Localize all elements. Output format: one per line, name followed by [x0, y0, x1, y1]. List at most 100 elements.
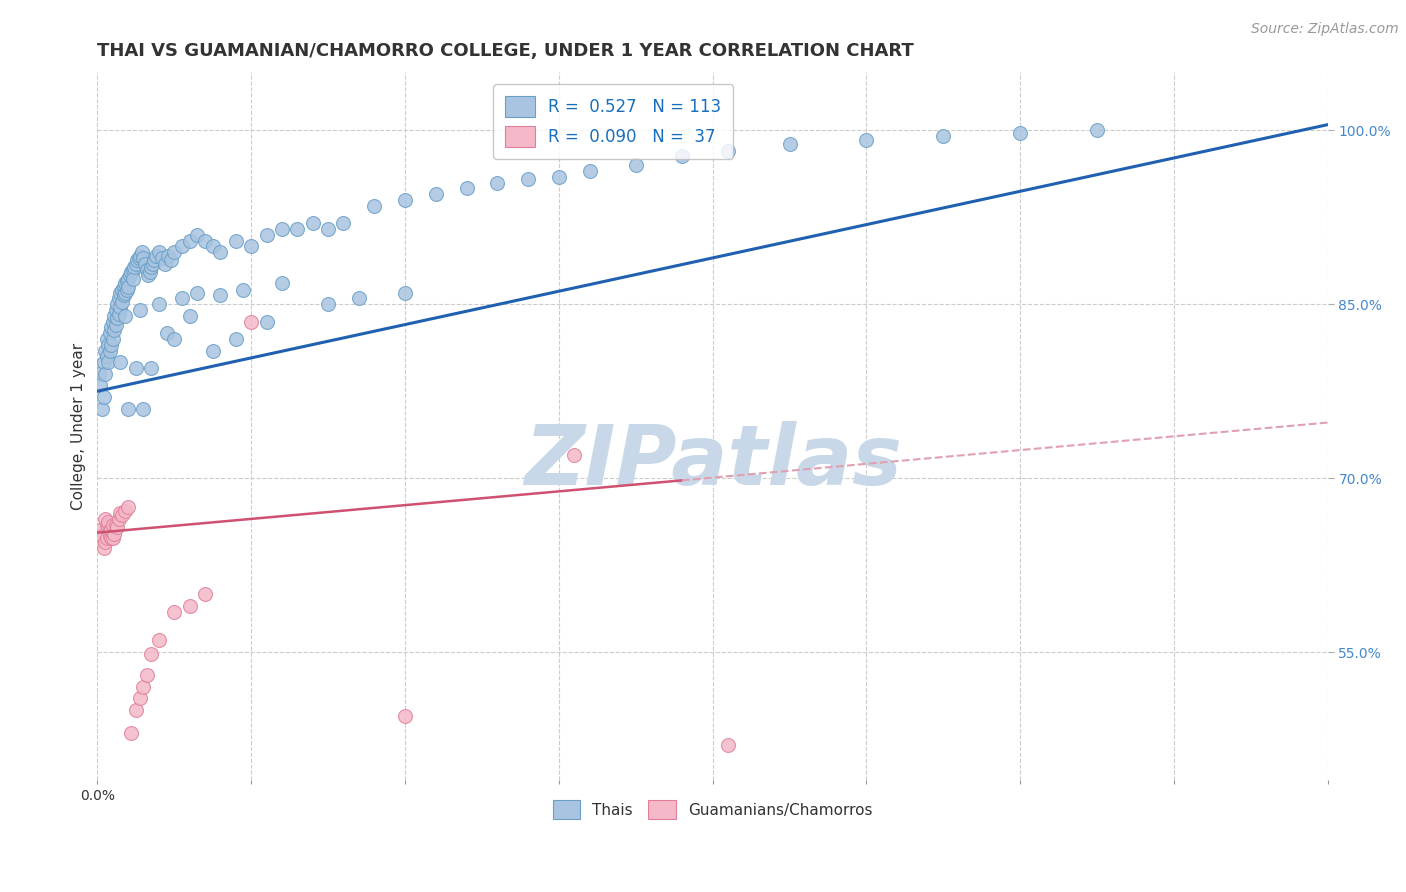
- Point: [316, 222, 339, 236]
- Point: [103, 323, 125, 337]
- Point: [125, 257, 148, 271]
- Point: [111, 284, 134, 298]
- Point: [155, 326, 177, 341]
- Point: [170, 239, 193, 253]
- Point: [93, 390, 115, 404]
- Point: [194, 234, 217, 248]
- Point: [114, 277, 136, 291]
- Point: [394, 285, 416, 300]
- Point: [143, 253, 166, 268]
- Point: [624, 158, 647, 172]
- Point: [170, 292, 193, 306]
- Text: ZIPatlas: ZIPatlas: [523, 421, 901, 502]
- Point: [96, 532, 118, 546]
- Point: [138, 265, 160, 279]
- Point: [201, 343, 224, 358]
- Point: [87, 367, 110, 381]
- Point: [98, 326, 121, 341]
- Point: [209, 245, 232, 260]
- Point: [104, 318, 127, 333]
- Point: [112, 288, 135, 302]
- Point: [115, 284, 138, 298]
- Point: [100, 532, 122, 546]
- Point: [209, 288, 232, 302]
- Point: [118, 268, 141, 283]
- Point: [98, 529, 121, 543]
- Point: [285, 222, 308, 236]
- Point: [114, 503, 136, 517]
- Point: [103, 526, 125, 541]
- Point: [160, 253, 183, 268]
- Point: [100, 338, 122, 352]
- Point: [779, 137, 801, 152]
- Point: [132, 680, 155, 694]
- Point: [91, 401, 114, 416]
- Point: [93, 355, 115, 369]
- Point: [114, 285, 136, 300]
- Point: [486, 176, 509, 190]
- Point: [103, 309, 125, 323]
- Point: [105, 297, 128, 311]
- Point: [363, 199, 385, 213]
- Point: [141, 260, 163, 275]
- Point: [120, 726, 142, 740]
- Point: [117, 500, 139, 515]
- Point: [111, 508, 134, 523]
- Point: [179, 234, 201, 248]
- Point: [141, 361, 163, 376]
- Point: [232, 284, 254, 298]
- Point: [110, 506, 132, 520]
- Point: [94, 535, 117, 549]
- Point: [104, 303, 127, 318]
- Point: [717, 145, 740, 159]
- Point: [93, 541, 115, 555]
- Text: Source: ZipAtlas.com: Source: ZipAtlas.com: [1251, 22, 1399, 37]
- Point: [114, 309, 136, 323]
- Point: [97, 355, 120, 369]
- Point: [271, 277, 294, 291]
- Point: [112, 280, 135, 294]
- Point: [97, 338, 120, 352]
- Point: [105, 311, 128, 326]
- Point: [97, 515, 120, 529]
- Point: [94, 367, 117, 381]
- Point: [132, 251, 155, 265]
- Point: [104, 517, 127, 532]
- Point: [101, 332, 124, 346]
- Point: [517, 172, 540, 186]
- Point: [105, 520, 128, 534]
- Point: [932, 129, 955, 144]
- Point: [110, 285, 132, 300]
- Point: [163, 332, 186, 346]
- Point: [256, 315, 278, 329]
- Point: [225, 332, 247, 346]
- Point: [717, 738, 740, 752]
- Point: [150, 251, 173, 265]
- Point: [148, 633, 170, 648]
- Point: [179, 309, 201, 323]
- Point: [148, 297, 170, 311]
- Point: [271, 222, 294, 236]
- Point: [225, 234, 247, 248]
- Point: [117, 401, 139, 416]
- Point: [163, 245, 186, 260]
- Point: [135, 262, 157, 277]
- Point: [89, 524, 111, 538]
- Point: [89, 378, 111, 392]
- Point: [121, 272, 143, 286]
- Point: [91, 529, 114, 543]
- Point: [101, 532, 124, 546]
- Point: [186, 285, 208, 300]
- Point: [121, 262, 143, 277]
- Point: [256, 227, 278, 242]
- Point: [127, 253, 149, 268]
- Point: [671, 149, 693, 163]
- Point: [1010, 126, 1032, 140]
- Point: [153, 257, 176, 271]
- Point: [201, 239, 224, 253]
- Point: [547, 169, 569, 184]
- Point: [117, 280, 139, 294]
- Point: [129, 303, 152, 318]
- Point: [98, 524, 121, 538]
- Point: [157, 249, 180, 263]
